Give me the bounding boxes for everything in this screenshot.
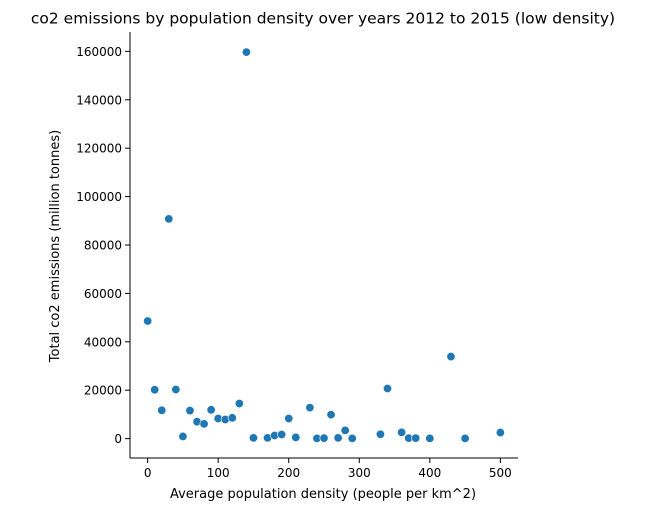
scatter-point [185, 406, 195, 416]
x-tick-label: 400 [418, 466, 441, 480]
scatter-point [446, 352, 456, 362]
x-tick-label: 500 [489, 466, 512, 480]
chart-title: co2 emissions by population density over… [31, 10, 615, 28]
scatter-point [164, 214, 174, 224]
scatter-point [397, 427, 407, 437]
scatter-point [382, 384, 392, 394]
y-tick-label: 80000 [84, 239, 122, 253]
scatter-point [284, 414, 294, 424]
scatter-point [199, 419, 209, 429]
scatter-point [340, 425, 350, 435]
scatter-point [319, 433, 329, 443]
y-tick-label: 60000 [84, 287, 122, 301]
scatter-point [291, 432, 301, 442]
scatter-point [333, 433, 343, 443]
scatter-point [495, 428, 505, 438]
y-tick-label: 140000 [76, 93, 122, 107]
y-ticks: 0 20000 40000 60000 80000 100000 120000 140000 1… [76, 45, 130, 446]
scatter-point [347, 433, 357, 443]
scatter-point [234, 399, 244, 409]
scatter-point [425, 433, 435, 443]
y-tick-label: 20000 [84, 384, 122, 398]
data-points [143, 47, 505, 443]
scatter-point [460, 433, 470, 443]
x-tick-label: 300 [348, 466, 371, 480]
scatter-point [157, 405, 167, 415]
scatter-point [150, 385, 160, 395]
x-tick-label: 0 [144, 466, 152, 480]
x-tick-label: 200 [277, 466, 300, 480]
y-tick-label: 100000 [76, 190, 122, 204]
scatter-point [178, 431, 188, 441]
scatter-point [171, 385, 181, 395]
y-tick-label: 160000 [76, 45, 122, 59]
x-tick-label: 100 [207, 466, 230, 480]
scatter-point [305, 403, 315, 413]
scatter-point [375, 429, 385, 439]
scatter-point [143, 316, 153, 326]
x-axis-label: Average population density (people per k… [170, 487, 476, 502]
scatter-point [227, 413, 237, 423]
scatter-point [248, 433, 258, 443]
scatter-point [411, 433, 421, 443]
x-ticks: 0 100 200 300 400 500 [144, 458, 512, 480]
scatter-point [326, 410, 336, 420]
axes [129, 32, 518, 459]
scatter-point [277, 430, 287, 440]
y-tick-label: 0 [114, 432, 122, 446]
y-tick-label: 120000 [76, 142, 122, 156]
y-axis-label: Total co2 emissions (million tonnes) [48, 130, 63, 363]
scatter-point [241, 47, 251, 57]
y-tick-label: 40000 [84, 335, 122, 349]
scatter-point [206, 405, 216, 415]
